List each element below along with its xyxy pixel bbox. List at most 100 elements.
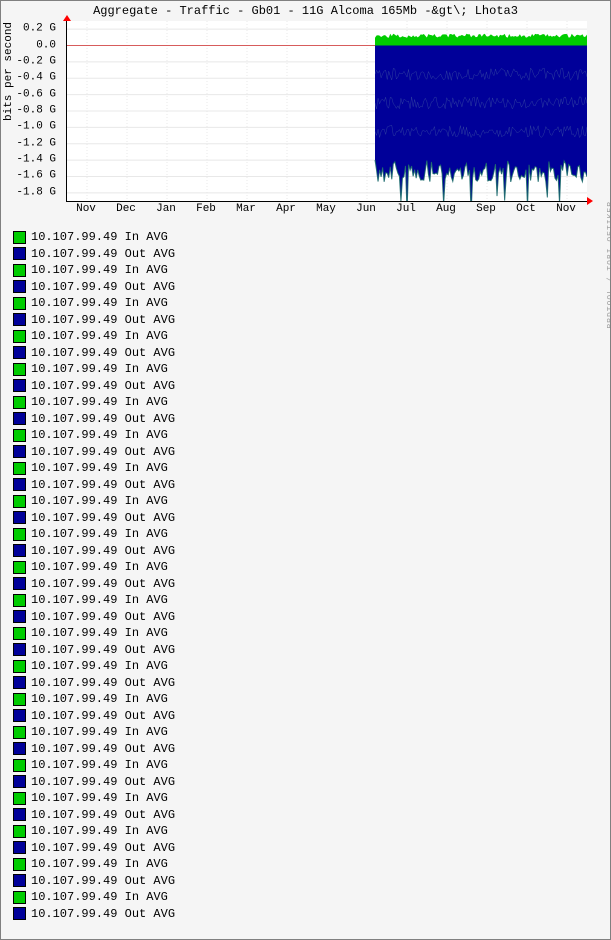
legend-label: 10.107.99.49 In AVG [31, 659, 168, 673]
legend-swatch [13, 528, 26, 541]
legend-swatch [13, 379, 26, 392]
legend-swatch [13, 660, 26, 673]
legend-item: 10.107.99.49 Out AVG [13, 477, 593, 494]
legend-item: 10.107.99.49 Out AVG [13, 378, 593, 395]
legend-label: 10.107.99.49 In AVG [31, 725, 168, 739]
legend-label: 10.107.99.49 In AVG [31, 395, 168, 409]
y-tick-label: 0.0 [1, 40, 56, 51]
y-tick-label: -1.6 G [1, 171, 56, 182]
legend-item: 10.107.99.49 In AVG [13, 262, 593, 279]
legend-label: 10.107.99.49 Out AVG [31, 709, 175, 723]
legend-label: 10.107.99.49 Out AVG [31, 445, 175, 459]
legend-item: 10.107.99.49 Out AVG [13, 576, 593, 593]
legend-item: 10.107.99.49 In AVG [13, 295, 593, 312]
x-tick-label: Apr [276, 203, 296, 215]
legend-label: 10.107.99.49 Out AVG [31, 544, 175, 558]
plot-region [66, 21, 587, 202]
legend-label: 10.107.99.49 In AVG [31, 461, 168, 475]
legend-swatch [13, 726, 26, 739]
y-tick-label: -0.6 G [1, 89, 56, 100]
legend-swatch [13, 825, 26, 838]
legend-item: 10.107.99.49 In AVG [13, 460, 593, 477]
legend-label: 10.107.99.49 Out AVG [31, 775, 175, 789]
legend-swatch [13, 429, 26, 442]
legend-item: 10.107.99.49 In AVG [13, 361, 593, 378]
x-ticks: Nov Dec Jan Feb Mar Apr May Jun Jul Aug Sep Oct Nov [66, 203, 586, 218]
legend-swatch [13, 264, 26, 277]
legend-swatch [13, 363, 26, 376]
x-tick-label: Dec [116, 203, 136, 215]
legend-label: 10.107.99.49 Out AVG [31, 742, 175, 756]
legend-label: 10.107.99.49 Out AVG [31, 841, 175, 855]
legend-label: 10.107.99.49 In AVG [31, 329, 168, 343]
legend-item: 10.107.99.49 Out AVG [13, 345, 593, 362]
y-tick-label: -0.4 G [1, 73, 56, 84]
legend-label: 10.107.99.49 In AVG [31, 527, 168, 541]
y-tick-label: 0.2 G [1, 24, 56, 35]
legend-label: 10.107.99.49 Out AVG [31, 412, 175, 426]
legend-swatch [13, 627, 26, 640]
x-tick-label: Feb [196, 203, 216, 215]
legend-item: 10.107.99.49 Out AVG [13, 675, 593, 692]
x-tick-label: Jun [356, 203, 376, 215]
legend-item: 10.107.99.49 Out AVG [13, 246, 593, 263]
legend-swatch [13, 462, 26, 475]
legend: 10.107.99.49 In AVG10.107.99.49 Out AVG1… [13, 229, 593, 922]
legend-item: 10.107.99.49 Out AVG [13, 312, 593, 329]
legend-item: 10.107.99.49 In AVG [13, 559, 593, 576]
legend-item: 10.107.99.49 In AVG [13, 592, 593, 609]
legend-swatch [13, 561, 26, 574]
x-tick-label: Oct [516, 203, 536, 215]
legend-item: 10.107.99.49 In AVG [13, 889, 593, 906]
axis-arrow-up-icon [63, 15, 71, 21]
legend-swatch [13, 231, 26, 244]
legend-swatch [13, 693, 26, 706]
legend-swatch [13, 792, 26, 805]
legend-label: 10.107.99.49 In AVG [31, 230, 168, 244]
legend-item: 10.107.99.49 In AVG [13, 856, 593, 873]
legend-swatch [13, 610, 26, 623]
legend-swatch [13, 891, 26, 904]
legend-item: 10.107.99.49 In AVG [13, 823, 593, 840]
legend-label: 10.107.99.49 In AVG [31, 626, 168, 640]
legend-item: 10.107.99.49 In AVG [13, 757, 593, 774]
x-tick-label: Nov [76, 203, 96, 215]
plot-svg [67, 21, 587, 201]
legend-swatch [13, 346, 26, 359]
legend-label: 10.107.99.49 In AVG [31, 593, 168, 607]
x-tick-label: May [316, 203, 336, 215]
legend-swatch [13, 594, 26, 607]
legend-item: 10.107.99.49 Out AVG [13, 279, 593, 296]
legend-item: 10.107.99.49 Out AVG [13, 873, 593, 890]
legend-label: 10.107.99.49 In AVG [31, 362, 168, 376]
legend-label: 10.107.99.49 In AVG [31, 494, 168, 508]
legend-item: 10.107.99.49 Out AVG [13, 642, 593, 659]
legend-label: 10.107.99.49 Out AVG [31, 313, 175, 327]
y-tick-label: -0.2 G [1, 56, 56, 67]
x-tick-label: Mar [236, 203, 256, 215]
legend-label: 10.107.99.49 Out AVG [31, 808, 175, 822]
legend-item: 10.107.99.49 Out AVG [13, 708, 593, 725]
y-tick-label: -0.8 G [1, 106, 56, 117]
legend-label: 10.107.99.49 In AVG [31, 692, 168, 706]
x-tick-label: Jul [396, 203, 416, 215]
legend-label: 10.107.99.49 In AVG [31, 428, 168, 442]
legend-label: 10.107.99.49 Out AVG [31, 907, 175, 921]
chart-title: Aggregate - Traffic - Gb01 - 11G Alcoma … [1, 4, 610, 18]
legend-swatch [13, 841, 26, 854]
legend-swatch [13, 412, 26, 425]
legend-swatch [13, 577, 26, 590]
legend-item: 10.107.99.49 Out AVG [13, 807, 593, 824]
x-tick-label: Aug [436, 203, 456, 215]
legend-item: 10.107.99.49 In AVG [13, 229, 593, 246]
legend-item: 10.107.99.49 In AVG [13, 691, 593, 708]
legend-label: 10.107.99.49 Out AVG [31, 379, 175, 393]
x-tick-label: Jan [156, 203, 176, 215]
y-tick-label: -1.0 G [1, 122, 56, 133]
legend-label: 10.107.99.49 Out AVG [31, 610, 175, 624]
legend-label: 10.107.99.49 Out AVG [31, 676, 175, 690]
legend-swatch [13, 247, 26, 260]
legend-label: 10.107.99.49 Out AVG [31, 280, 175, 294]
x-tick-label: Sep [476, 203, 496, 215]
x-tick-label: Nov [556, 203, 576, 215]
